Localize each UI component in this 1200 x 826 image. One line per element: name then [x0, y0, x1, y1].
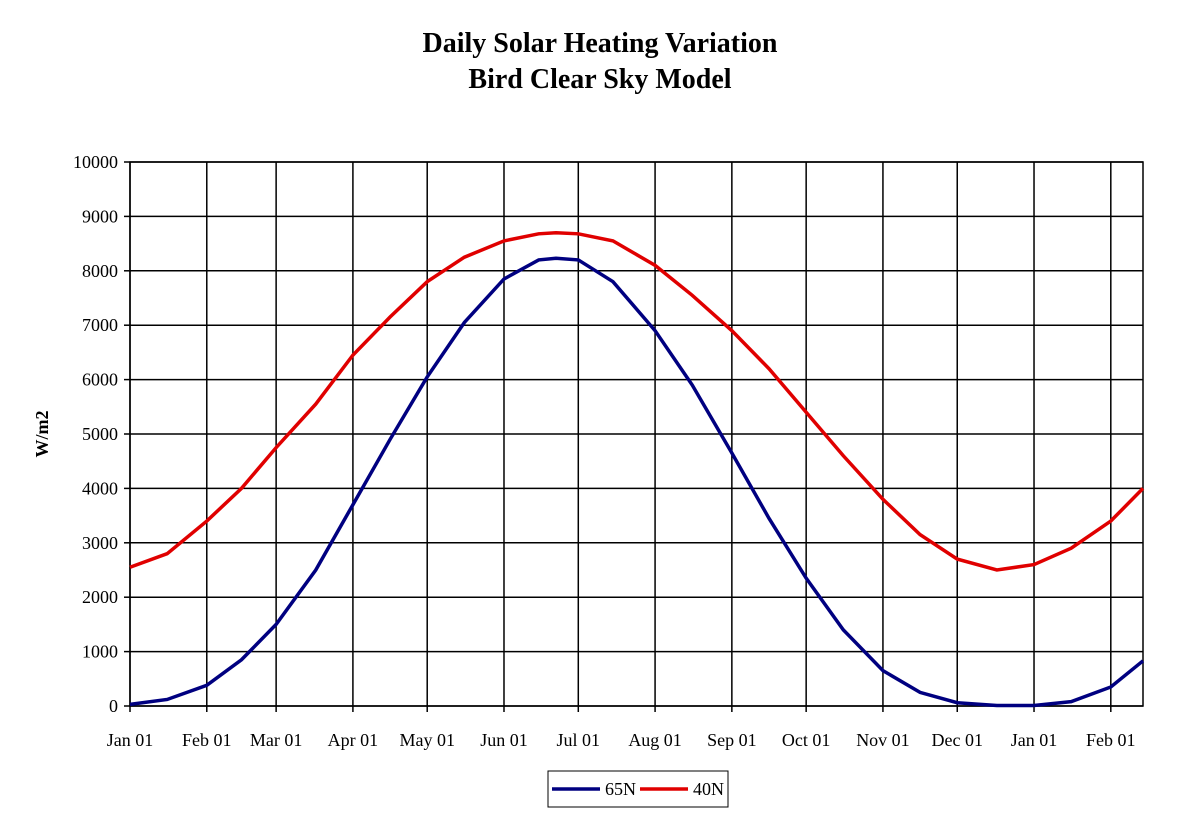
x-tick-label: Feb 01: [182, 730, 232, 750]
x-tick-label: Oct 01: [782, 730, 831, 750]
legend-label: 65N: [605, 779, 636, 799]
series-line: [129, 256, 1145, 708]
y-tick-label: 7000: [82, 315, 118, 335]
series-line: [129, 230, 1145, 572]
y-axis-label: W/m2: [32, 411, 52, 458]
x-tick-label: Nov 01: [856, 730, 910, 750]
x-tick-label: Jul 01: [557, 730, 601, 750]
chart-title: Daily Solar Heating Variation: [423, 28, 778, 59]
y-tick-label: 0: [109, 696, 118, 716]
y-tick-label: 10000: [73, 152, 118, 172]
x-tick-label: Jan 01: [1011, 730, 1058, 750]
y-tick-label: 3000: [82, 533, 118, 553]
x-tick-label: Jan 01: [107, 730, 154, 750]
x-tick-label: Sep 01: [707, 730, 757, 750]
y-tick-label: 6000: [82, 370, 118, 390]
y-tick-label: 9000: [82, 206, 118, 226]
y-tick-label: 1000: [82, 642, 118, 662]
y-tick-label: 8000: [82, 261, 118, 281]
x-tick-label: Jun 01: [480, 730, 528, 750]
x-tick-label: Mar 01: [250, 730, 303, 750]
y-tick-label: 2000: [82, 587, 118, 607]
x-tick-label: Feb 01: [1086, 730, 1136, 750]
chart-subtitle: Bird Clear Sky Model: [468, 64, 731, 95]
y-tick-label: 4000: [82, 478, 118, 498]
y-tick-label: 5000: [82, 424, 118, 444]
x-tick-label: Aug 01: [628, 730, 682, 750]
x-tick-label: May 01: [399, 730, 455, 750]
x-tick-label: Dec 01: [931, 730, 982, 750]
legend-label: 40N: [693, 779, 724, 799]
x-tick-label: Apr 01: [328, 730, 379, 750]
